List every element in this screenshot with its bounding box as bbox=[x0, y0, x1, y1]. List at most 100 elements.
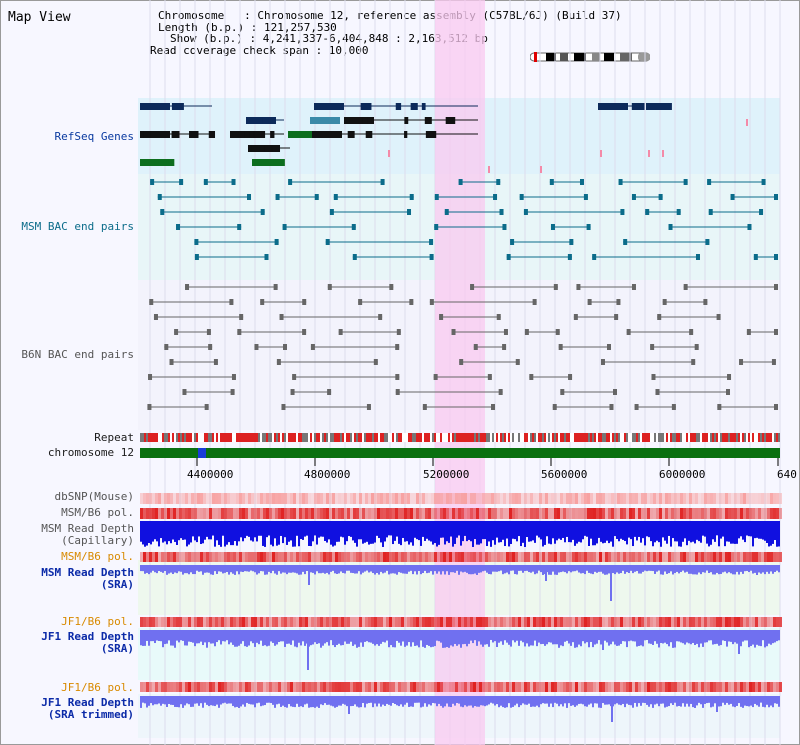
repeat-element bbox=[218, 433, 220, 442]
pol-cell bbox=[557, 552, 560, 562]
pol-cell bbox=[443, 552, 446, 562]
depth-capillary-bar bbox=[180, 521, 182, 539]
msm-bac-pair-end bbox=[523, 209, 528, 215]
depth-sra-bar bbox=[468, 565, 470, 575]
depth-trim-bar bbox=[144, 696, 146, 704]
pol-cell bbox=[227, 617, 230, 627]
depth-trim-bar bbox=[188, 696, 190, 705]
depth-sra-bar bbox=[510, 630, 512, 647]
pol-cell bbox=[689, 682, 692, 692]
depth-sra-bar bbox=[746, 565, 748, 571]
repeat-element bbox=[260, 433, 262, 442]
depth-sra-bar bbox=[612, 565, 614, 574]
depth-capillary-bar bbox=[396, 521, 398, 537]
pol-cell bbox=[644, 617, 647, 627]
depth-sra-bar bbox=[712, 630, 714, 645]
repeat-element bbox=[244, 433, 246, 442]
pol-cell bbox=[206, 552, 209, 562]
depth-sra-bar bbox=[604, 565, 606, 575]
pol-cell bbox=[377, 508, 380, 519]
depth-sra-bar bbox=[538, 565, 540, 571]
depth-trim-bar bbox=[666, 696, 668, 707]
dbsnp-cell bbox=[539, 493, 542, 504]
dbsnp-cell bbox=[677, 493, 680, 504]
pol-cell bbox=[731, 682, 734, 692]
pol-cell bbox=[749, 552, 752, 562]
depth-capillary-bar bbox=[766, 521, 768, 543]
depth-trim-bar bbox=[504, 696, 506, 708]
pol-cell bbox=[458, 552, 461, 562]
pol-cell bbox=[647, 617, 650, 627]
depth-capillary-bar bbox=[420, 521, 422, 546]
pol-cell bbox=[257, 508, 260, 519]
depth-sra-bar bbox=[616, 630, 618, 646]
dbsnp-cell bbox=[728, 493, 731, 504]
pol-cell bbox=[329, 508, 332, 519]
gene-exon bbox=[660, 103, 667, 110]
depth-sra-bar bbox=[216, 630, 218, 643]
pol-cell bbox=[140, 682, 143, 692]
depth-sra-bar bbox=[220, 630, 222, 645]
pol-cell bbox=[416, 617, 419, 627]
repeat-element bbox=[642, 433, 644, 442]
pol-cell bbox=[302, 508, 305, 519]
pol-cell bbox=[743, 682, 746, 692]
pol-cell bbox=[701, 617, 704, 627]
depth-sra-bar bbox=[700, 630, 702, 644]
gene-exon bbox=[445, 117, 456, 124]
depth-sra-bar bbox=[714, 630, 716, 645]
gene-exon bbox=[324, 117, 330, 124]
repeat-element bbox=[760, 433, 762, 442]
depth-capillary-bar bbox=[694, 521, 696, 544]
depth-sra-bar bbox=[600, 565, 602, 572]
chromosome-ideogram[interactable] bbox=[530, 52, 650, 62]
pol-cell bbox=[278, 552, 281, 562]
depth-trim-bar bbox=[234, 696, 236, 708]
pol-cell bbox=[167, 617, 170, 627]
depth-trim-bar bbox=[224, 696, 226, 703]
dbsnp-cell bbox=[635, 493, 638, 504]
depth-trim-bar bbox=[242, 696, 244, 705]
repeat-element bbox=[722, 433, 724, 442]
depth-trim-bar bbox=[310, 696, 312, 708]
dbsnp-cell bbox=[254, 493, 257, 504]
depth-sra-bar bbox=[458, 565, 460, 575]
depth-capillary-bar bbox=[618, 521, 620, 542]
pol-cell bbox=[236, 508, 239, 519]
depth-sra-bar bbox=[220, 565, 222, 572]
pol-cell bbox=[341, 552, 344, 562]
depth-trim-bar bbox=[588, 696, 590, 705]
repeat-element bbox=[344, 433, 346, 442]
depth-trim-bar bbox=[190, 696, 192, 707]
b6n-bac-pair-end bbox=[378, 314, 383, 320]
dbsnp-cell bbox=[437, 493, 440, 504]
repeat-element bbox=[522, 433, 524, 442]
repeat-element bbox=[482, 433, 484, 442]
pol-cell bbox=[635, 682, 638, 692]
dbsnp-cell bbox=[719, 493, 722, 504]
pol-cell bbox=[281, 682, 284, 692]
dbsnp-cell bbox=[221, 493, 224, 504]
pol-cell bbox=[629, 508, 632, 519]
depth-sra-bar bbox=[344, 630, 346, 642]
pol-cell bbox=[293, 682, 296, 692]
gene-exon bbox=[362, 117, 368, 124]
dbsnp-cell bbox=[518, 493, 521, 504]
msm-bac-pair-end bbox=[583, 194, 588, 200]
pol-cell bbox=[590, 682, 593, 692]
pol-cell bbox=[752, 682, 755, 692]
pol-cell bbox=[710, 552, 713, 562]
repeat-element bbox=[480, 433, 482, 442]
depth-capillary-bar bbox=[700, 521, 702, 543]
pol-cell bbox=[473, 682, 476, 692]
pol-cell bbox=[314, 552, 317, 562]
repeat-element bbox=[220, 433, 222, 442]
pol-cell bbox=[317, 508, 320, 519]
pol-cell bbox=[356, 552, 359, 562]
depth-capillary-bar bbox=[568, 521, 570, 543]
depth-trim-bar bbox=[502, 696, 504, 708]
pol-cell bbox=[554, 552, 557, 562]
pol-cell bbox=[287, 682, 290, 692]
msm-bac-pair-end bbox=[333, 194, 338, 200]
